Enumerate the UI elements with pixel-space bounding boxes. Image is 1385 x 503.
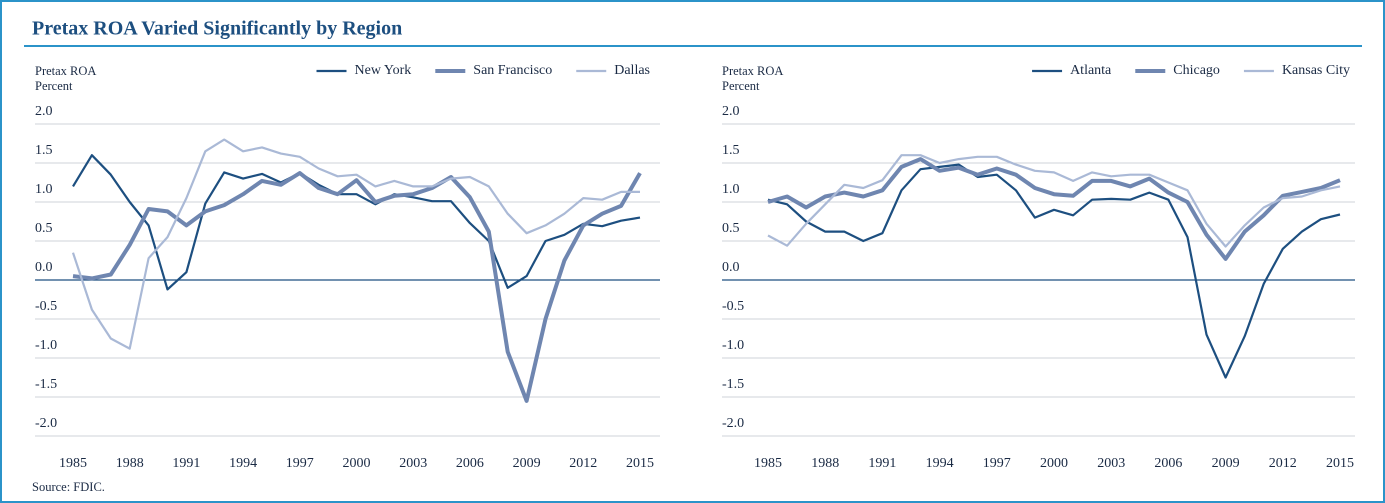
x-tick-label: 1988 — [811, 456, 839, 471]
y-tick-label: 2.0 — [722, 104, 740, 119]
y-tick-label: -1.5 — [722, 377, 744, 392]
y-tick-label: 2.0 — [35, 104, 53, 119]
legend-label: Chicago — [1173, 63, 1220, 78]
x-tick-label: 1997 — [286, 456, 314, 471]
chart-title: Pretax ROA Varied Significantly by Regio… — [32, 18, 402, 40]
series-line — [767, 163, 1341, 379]
x-tick-label: 2009 — [513, 456, 541, 471]
y-tick-label: 1.0 — [722, 182, 740, 197]
x-tick-label: 2000 — [1040, 456, 1068, 471]
x-tick-label: 2006 — [1154, 456, 1182, 471]
x-tick-label: 1994 — [229, 456, 257, 471]
y-tick-label: 0.5 — [35, 221, 53, 236]
y-tick-label: 0.5 — [722, 221, 740, 236]
x-tick-label: 1994 — [926, 456, 954, 471]
series-line — [71, 138, 640, 350]
x-tick-label: 1985 — [754, 456, 782, 471]
y-axis-unit: Percent — [722, 79, 760, 93]
x-tick-label: 2015 — [626, 456, 654, 471]
y-tick-label: -1.5 — [35, 377, 57, 392]
y-tick-label: 0.0 — [722, 260, 740, 275]
legend-label: Kansas City — [1282, 63, 1350, 78]
x-tick-label: 1997 — [983, 456, 1011, 471]
series-line — [767, 157, 1341, 261]
x-tick-label: 1991 — [868, 456, 896, 471]
x-tick-label: 2003 — [1097, 456, 1125, 471]
x-tick-label: 2003 — [399, 456, 427, 471]
x-tick-label: 2000 — [343, 456, 371, 471]
y-tick-label: 0.0 — [35, 260, 53, 275]
y-tick-label: 1.5 — [35, 143, 53, 158]
y-tick-label: -0.5 — [35, 299, 57, 314]
y-axis-label: Pretax ROA — [722, 64, 783, 78]
x-tick-label: 1988 — [116, 456, 144, 471]
y-tick-label: -0.5 — [722, 299, 744, 314]
x-tick-label: 2015 — [1326, 456, 1354, 471]
y-tick-label: -1.0 — [722, 338, 744, 353]
series-line — [72, 171, 642, 403]
series-line — [72, 154, 641, 291]
y-tick-label: 1.0 — [35, 182, 53, 197]
source-note: Source: FDIC. — [32, 480, 105, 494]
y-tick-label: -2.0 — [35, 416, 57, 431]
x-tick-label: 2009 — [1212, 456, 1240, 471]
x-tick-label: 2012 — [1269, 456, 1297, 471]
y-axis-unit: Percent — [35, 79, 73, 93]
legend-label: Dallas — [614, 63, 650, 78]
legend-label: Atlanta — [1070, 63, 1112, 78]
legend-label: San Francisco — [473, 63, 552, 78]
y-axis-label: Pretax ROA — [35, 64, 96, 78]
y-tick-label: -1.0 — [35, 338, 57, 353]
series-line — [767, 154, 1341, 248]
x-tick-label: 1991 — [172, 456, 200, 471]
x-tick-label: 2006 — [456, 456, 484, 471]
y-tick-label: -2.0 — [722, 416, 744, 431]
x-tick-label: 1985 — [59, 456, 87, 471]
y-tick-label: 1.5 — [722, 143, 740, 158]
legend-label: New York — [355, 63, 412, 78]
x-tick-label: 2012 — [569, 456, 597, 471]
